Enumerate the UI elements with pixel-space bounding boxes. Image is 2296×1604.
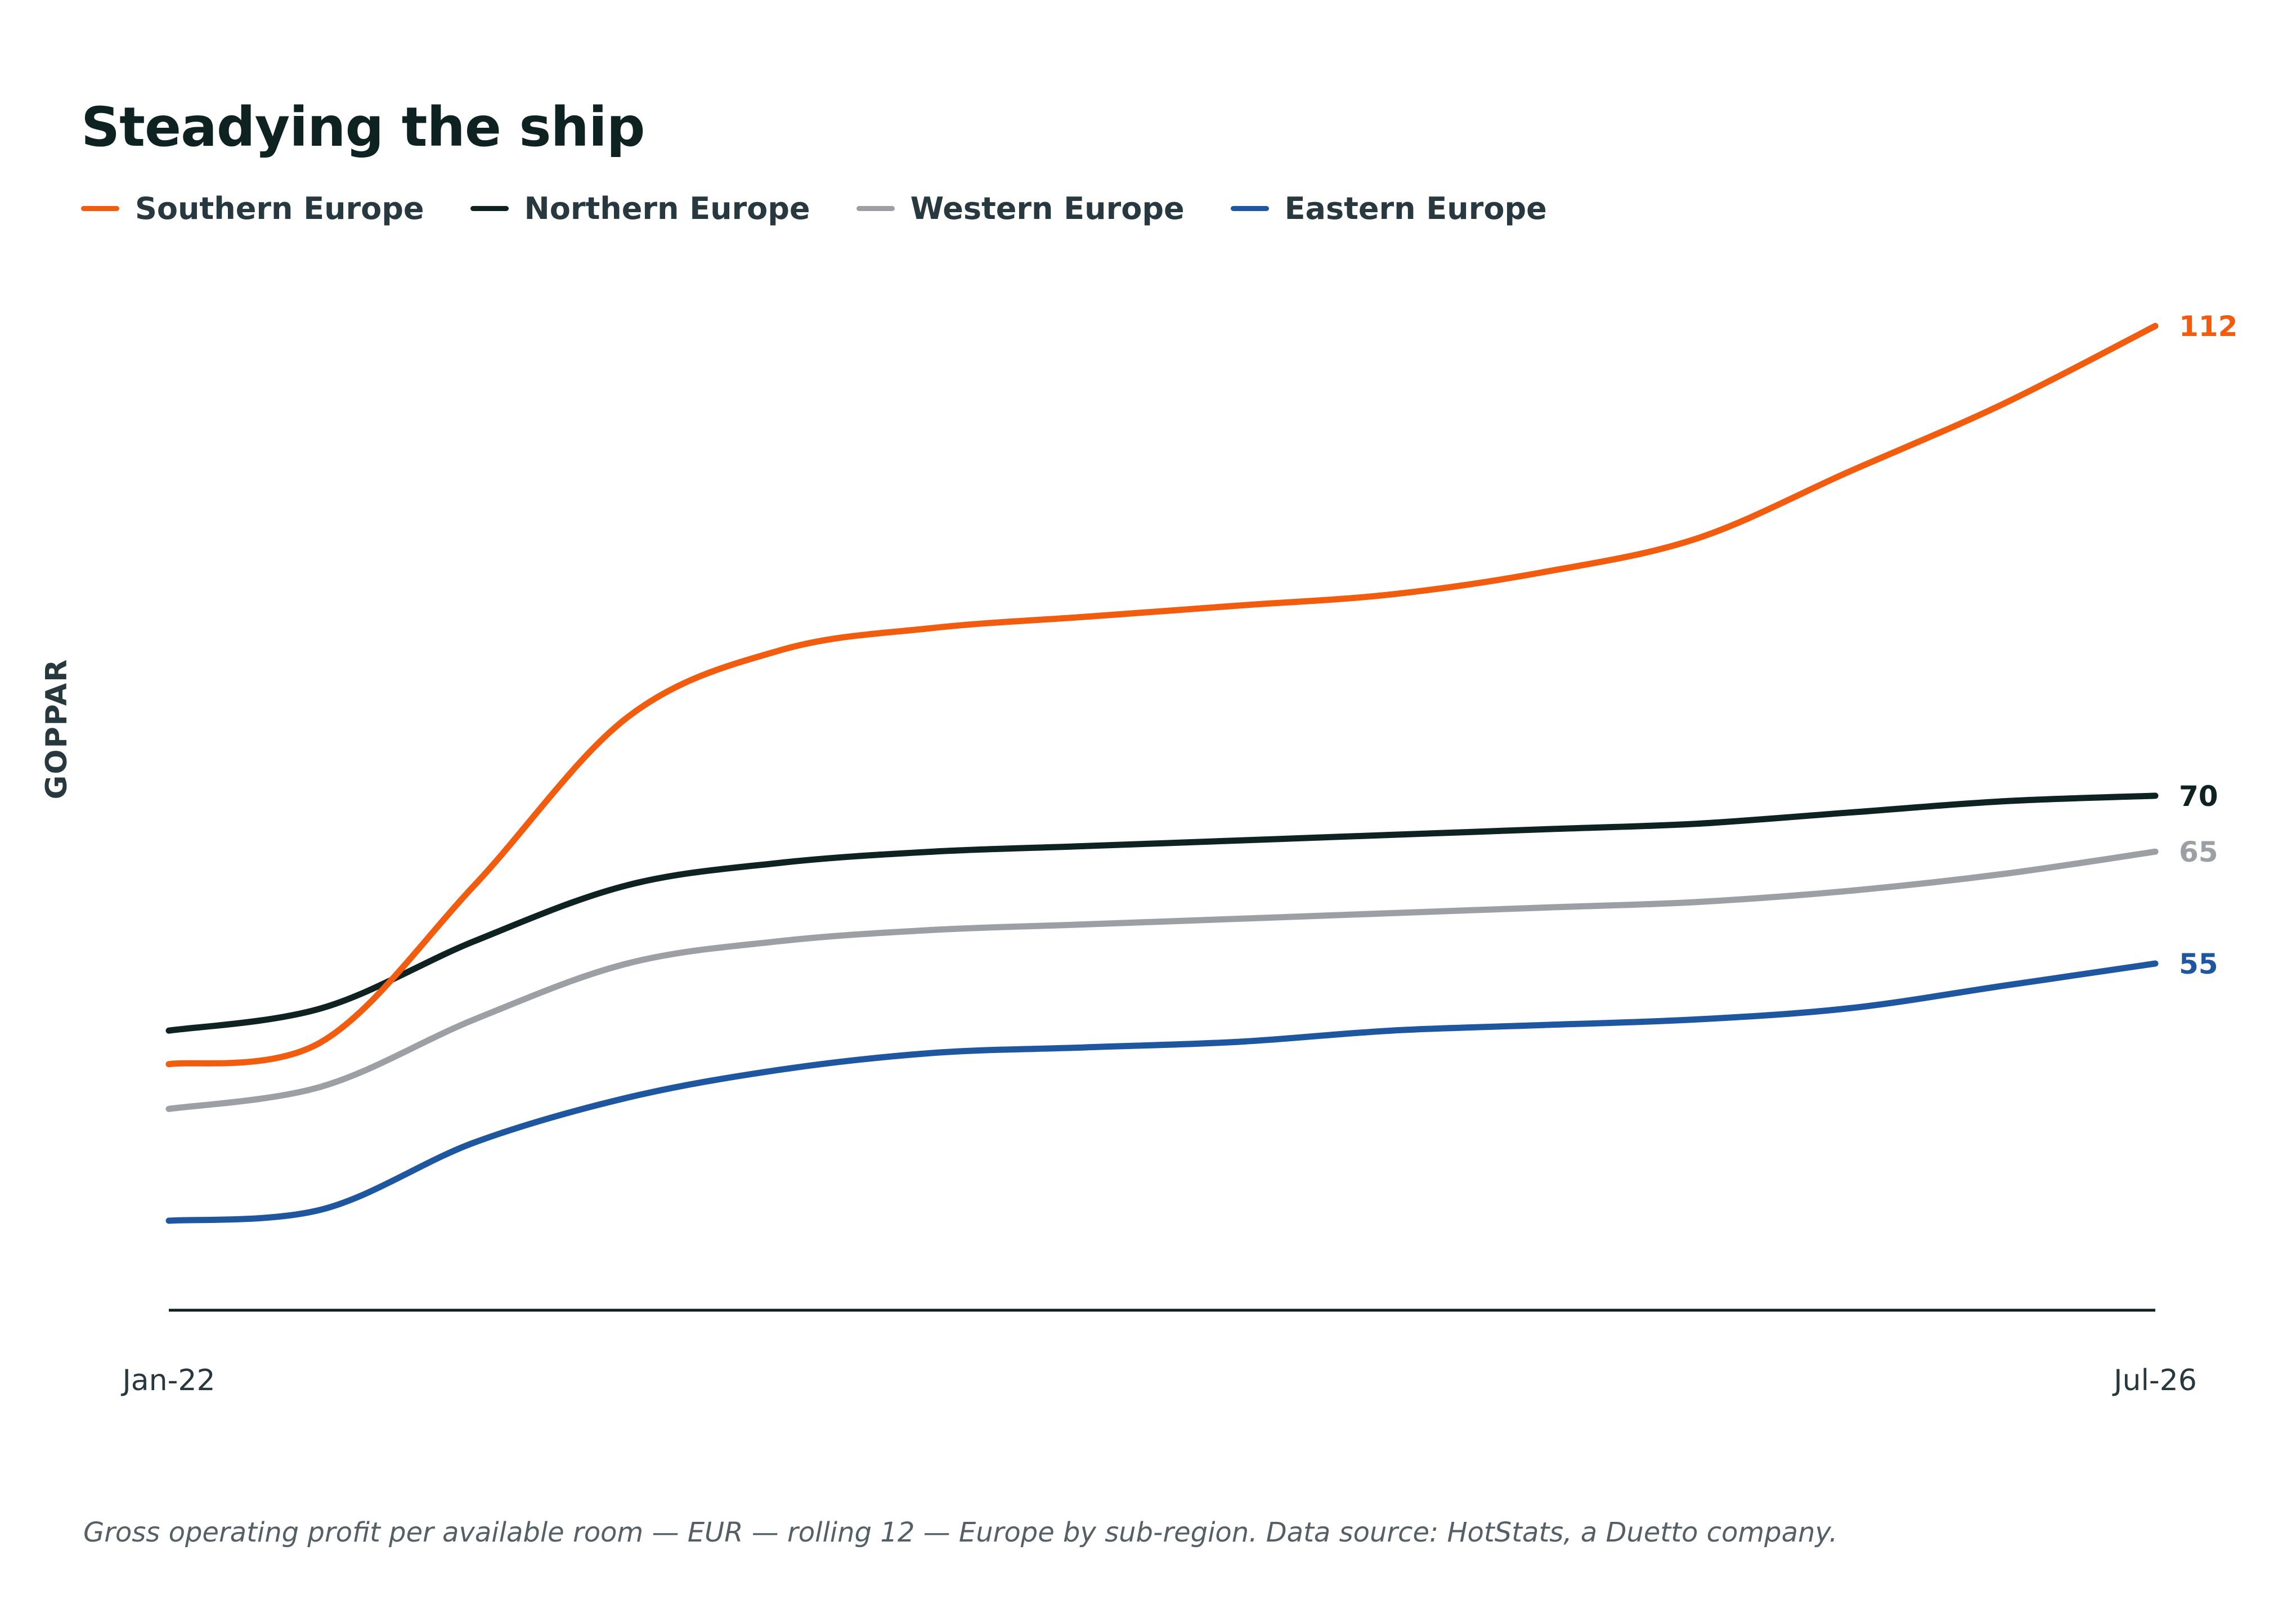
legend-swatch	[856, 205, 895, 211]
series-layer	[165, 322, 2159, 1224]
end-value-label: 55	[2179, 948, 2218, 980]
legend-label: Northern Europe	[524, 190, 810, 226]
legend-label: Eastern Europe	[1284, 190, 1547, 226]
legend: Southern Europe Northern Europe Western Eu…	[81, 186, 1593, 231]
series-line-0	[165, 322, 2159, 1068]
legend-item-2: Western Europe	[856, 191, 1185, 226]
legend-swatch	[1230, 205, 1269, 211]
x-tick-label: Jan-22	[120, 1364, 215, 1397]
legend-swatch	[81, 205, 119, 211]
chart-title: Steadying the ship	[81, 96, 645, 159]
series-line-2	[165, 848, 2159, 1112]
series-line-3	[165, 960, 2159, 1224]
x-tick-layer: Jan-22 Jul-26	[120, 1364, 2196, 1397]
legend-item-3: Eastern Europe	[1230, 190, 1547, 226]
footnote: Gross operating profit per available roo…	[83, 1517, 1838, 1548]
legend-item-1: Northern Europe	[470, 191, 810, 226]
x-tick-label: Jul-26	[2112, 1364, 2197, 1397]
end-label-layer: 65 55 70 112	[2179, 310, 2237, 980]
series-line-1	[165, 792, 2159, 1034]
end-value-label: 70	[2179, 780, 2218, 813]
legend-label: Southern Europe	[135, 190, 424, 226]
end-value-label: 112	[2179, 310, 2237, 343]
legend-swatch	[470, 205, 509, 211]
end-value-label: 65	[2179, 836, 2218, 868]
legend-label: Western Europe	[910, 190, 1185, 226]
legend-item-0: Southern Europe	[81, 191, 424, 226]
